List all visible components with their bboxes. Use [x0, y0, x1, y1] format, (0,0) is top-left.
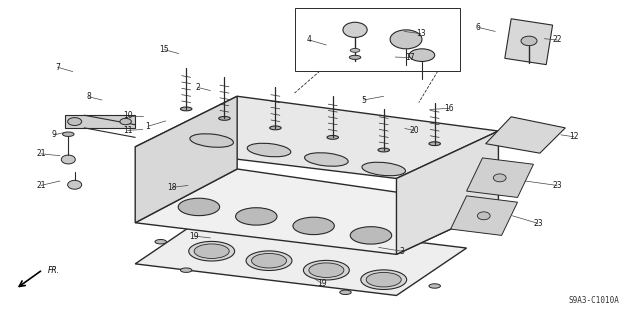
Ellipse shape: [409, 49, 435, 62]
Polygon shape: [135, 216, 467, 295]
Ellipse shape: [189, 241, 235, 261]
Ellipse shape: [350, 227, 392, 244]
Ellipse shape: [178, 198, 220, 216]
Text: 20: 20: [410, 126, 419, 135]
Ellipse shape: [429, 284, 440, 288]
Ellipse shape: [61, 155, 76, 164]
Ellipse shape: [194, 244, 229, 258]
Text: 21: 21: [36, 149, 45, 158]
Polygon shape: [451, 196, 518, 235]
Polygon shape: [135, 169, 499, 254]
Ellipse shape: [362, 162, 406, 176]
Text: 2: 2: [195, 83, 200, 92]
Text: 23: 23: [552, 181, 562, 190]
Text: 5: 5: [361, 96, 366, 105]
Text: FR.: FR.: [48, 266, 60, 275]
Polygon shape: [486, 117, 565, 153]
Polygon shape: [396, 131, 499, 254]
Text: 19: 19: [317, 279, 327, 288]
Ellipse shape: [155, 240, 166, 244]
Text: 1: 1: [145, 122, 150, 131]
Polygon shape: [467, 158, 534, 197]
Ellipse shape: [390, 30, 422, 49]
Ellipse shape: [252, 253, 287, 268]
Ellipse shape: [246, 251, 292, 271]
Text: 17: 17: [406, 53, 415, 62]
Ellipse shape: [327, 136, 339, 139]
Ellipse shape: [343, 22, 367, 37]
Ellipse shape: [340, 290, 351, 294]
Ellipse shape: [303, 260, 349, 280]
Text: 11: 11: [123, 126, 132, 135]
Text: 10: 10: [123, 111, 132, 120]
Ellipse shape: [180, 268, 192, 272]
Ellipse shape: [180, 107, 192, 111]
Ellipse shape: [349, 55, 361, 59]
Text: 8: 8: [87, 93, 92, 101]
Ellipse shape: [293, 217, 334, 234]
Ellipse shape: [68, 180, 82, 189]
Text: 16: 16: [444, 104, 454, 113]
Text: 15: 15: [159, 45, 169, 54]
Ellipse shape: [236, 208, 277, 225]
Text: 19: 19: [189, 232, 198, 241]
Ellipse shape: [521, 36, 537, 46]
Text: 18: 18: [168, 183, 177, 192]
Ellipse shape: [247, 143, 291, 157]
Ellipse shape: [68, 118, 82, 125]
Ellipse shape: [269, 126, 281, 130]
Ellipse shape: [309, 263, 344, 278]
Polygon shape: [294, 8, 460, 71]
Ellipse shape: [378, 148, 390, 152]
Text: 23: 23: [533, 219, 543, 228]
Text: 12: 12: [569, 132, 579, 141]
Ellipse shape: [429, 142, 440, 145]
Text: 3: 3: [399, 247, 404, 256]
Ellipse shape: [190, 134, 234, 147]
Ellipse shape: [477, 212, 490, 220]
Text: S9A3-C1010A: S9A3-C1010A: [568, 296, 620, 305]
Ellipse shape: [493, 174, 506, 182]
Text: 22: 22: [552, 35, 562, 44]
Ellipse shape: [361, 270, 406, 289]
Text: 6: 6: [476, 23, 481, 32]
Ellipse shape: [350, 48, 360, 52]
Text: 9: 9: [52, 130, 57, 139]
Text: 4: 4: [307, 35, 312, 44]
Ellipse shape: [366, 272, 401, 287]
Text: 21: 21: [36, 181, 45, 190]
Ellipse shape: [120, 118, 131, 125]
Bar: [65, 115, 135, 128]
Ellipse shape: [219, 116, 230, 120]
Ellipse shape: [63, 132, 74, 137]
Ellipse shape: [305, 153, 348, 166]
Text: 7: 7: [55, 63, 60, 72]
Polygon shape: [505, 19, 552, 65]
Polygon shape: [135, 96, 237, 223]
Text: 13: 13: [416, 29, 426, 38]
Polygon shape: [135, 96, 499, 178]
